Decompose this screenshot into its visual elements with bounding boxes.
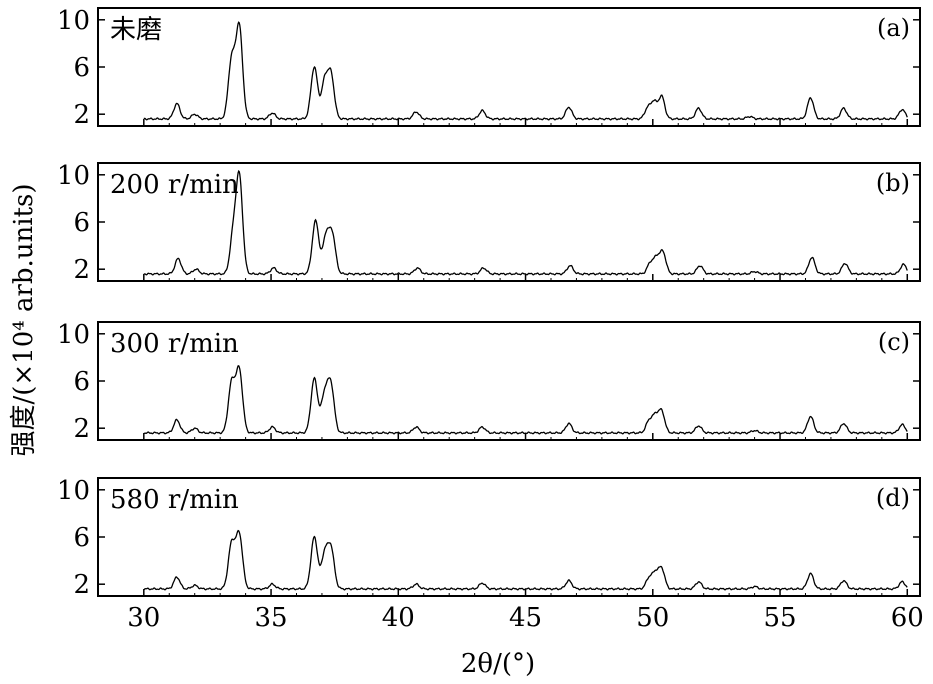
y-tick-label: 10 — [57, 6, 90, 36]
y-tick-label: 2 — [73, 570, 90, 600]
panel-tag: (b) — [876, 169, 910, 197]
panel-tag: (a) — [877, 14, 910, 42]
panel-tag: (c) — [878, 328, 910, 356]
y-tick-label: 2 — [73, 255, 90, 285]
x-tick-label: 35 — [255, 603, 288, 633]
panel-title: 未磨 — [110, 15, 162, 45]
x-tick-label: 30 — [127, 603, 160, 633]
series-line — [143, 21, 908, 121]
x-axis-label: 2θ/(°) — [461, 649, 535, 679]
panel-frame — [97, 7, 921, 127]
y-tick-label: 2 — [73, 100, 90, 130]
y-tick-label: 6 — [73, 208, 90, 238]
x-tick-label: 55 — [763, 603, 796, 633]
x-tick-label: 50 — [636, 603, 669, 633]
series-line — [143, 365, 908, 435]
panel-title: 200 r/min — [110, 170, 239, 200]
y-tick-label: 10 — [57, 320, 90, 350]
panel-c: 2 6 10 300 r/min (c) — [57, 320, 921, 444]
x-tick-label: 40 — [382, 603, 415, 633]
x-tick-labels: 30 35 40 45 50 55 60 — [127, 603, 924, 633]
x-tick-label: 60 — [891, 603, 924, 633]
panel-title: 580 r/min — [110, 485, 239, 515]
series-line — [143, 529, 908, 591]
y-tick-label: 6 — [73, 53, 90, 83]
panels-group: 2 6 10 未磨 (a) 2 6 10 200 r/min (b) 2 6 10 300 r/min (c… — [57, 6, 921, 600]
panel-a: 2 6 10 未磨 (a) — [57, 6, 921, 130]
panel-d: 2 6 10 580 r/min (d) — [57, 476, 921, 600]
series-line — [143, 169, 908, 276]
y-tick-label: 10 — [57, 161, 90, 191]
y-tick-label: 2 — [73, 414, 90, 444]
panel-b: 2 6 10 200 r/min (b) — [57, 161, 921, 285]
y-tick-label: 6 — [73, 523, 90, 553]
panel-tag: (d) — [876, 484, 910, 512]
x-tick-label: 45 — [509, 603, 542, 633]
y-tick-label: 6 — [73, 367, 90, 397]
y-axis-label: 强度/(×10⁴ arb.units) — [9, 183, 39, 456]
y-tick-label: 10 — [57, 476, 90, 506]
panel-title: 300 r/min — [110, 329, 239, 359]
